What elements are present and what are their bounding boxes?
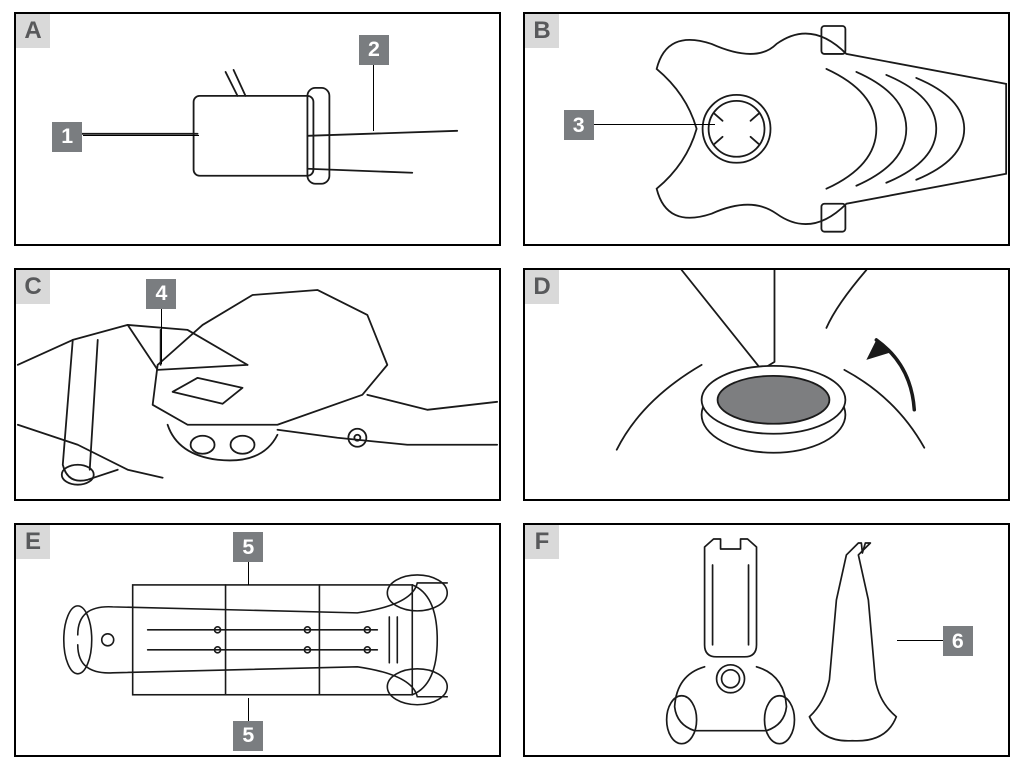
panel-e: E (14, 523, 501, 757)
callout-2: 2 (359, 35, 389, 65)
callout-line-5a (248, 562, 249, 585)
assembly-diagram-sheet: A 1 2 B (0, 0, 1024, 771)
callout-line-5b (248, 698, 249, 721)
callout-line-2 (373, 60, 374, 131)
panel-grid: A 1 2 B (14, 12, 1010, 757)
callout-5a: 5 (233, 532, 263, 562)
lineart-d (525, 270, 1008, 500)
callout-line-3 (594, 124, 715, 125)
callout-line-1 (83, 135, 199, 136)
panel-a: A 1 2 (14, 12, 501, 246)
callout-line-6 (897, 640, 943, 641)
callout-4: 4 (146, 279, 176, 309)
panel-d: D (523, 268, 1010, 502)
panel-f: F 6 (523, 523, 1010, 757)
callout-3: 3 (564, 110, 594, 140)
lineart-b (525, 14, 1008, 244)
callout-5b: 5 (233, 721, 263, 751)
panel-b: B 3 (523, 12, 1010, 246)
lineart-a (16, 14, 499, 244)
callout-line-4 (161, 309, 162, 364)
callout-1: 1 (52, 122, 82, 152)
lineart-c (16, 270, 499, 500)
panel-c: C (14, 268, 501, 502)
callout-6: 6 (943, 626, 973, 656)
